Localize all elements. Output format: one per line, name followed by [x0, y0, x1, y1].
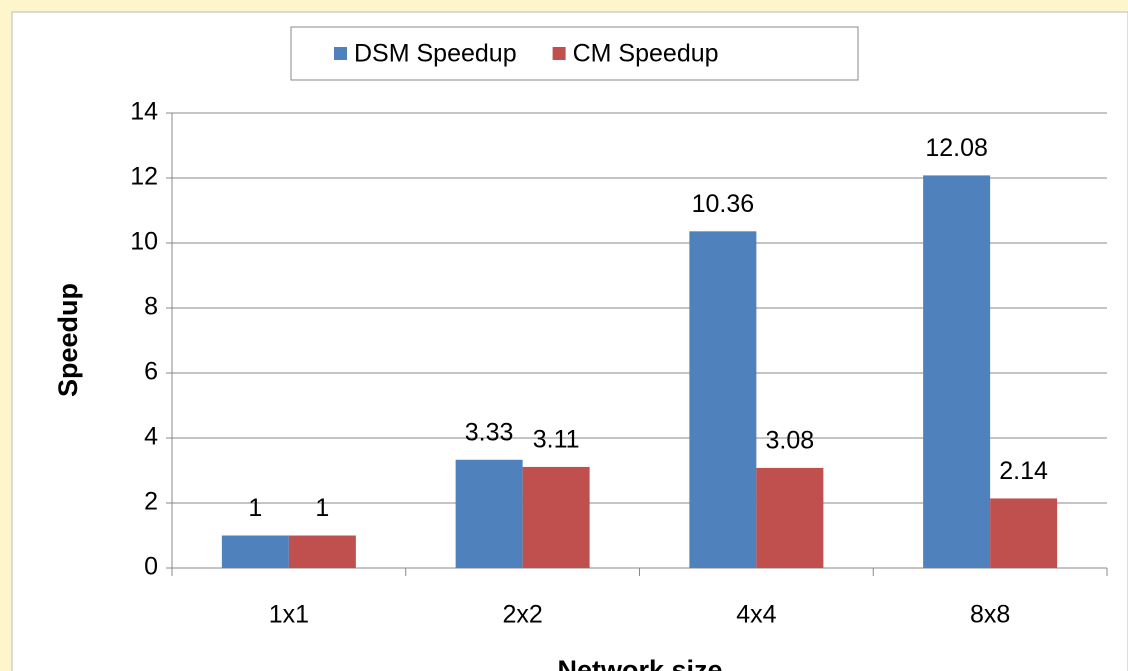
- x-tick-label: 4x4: [736, 601, 776, 629]
- bar: [455, 459, 523, 568]
- x-axis-title: Network size: [557, 655, 722, 671]
- value-label: 10.36: [692, 190, 755, 218]
- x-tick-label: 8x8: [970, 601, 1010, 629]
- legend-label: DSM Speedup: [354, 40, 517, 68]
- legend-swatch: [334, 47, 347, 60]
- x-tick-label: 1x1: [269, 601, 309, 629]
- bar: [990, 498, 1058, 568]
- y-tick-label: 10: [130, 228, 158, 256]
- y-tick-label: 8: [144, 293, 158, 321]
- value-label: 3.33: [465, 418, 514, 446]
- y-tick-label: 4: [144, 423, 158, 451]
- y-tick-label: 0: [144, 553, 158, 581]
- value-label: 3.08: [766, 427, 815, 455]
- value-label: 2.14: [999, 457, 1048, 485]
- bar: [756, 467, 824, 568]
- y-axis-title: Speedup: [53, 283, 83, 397]
- y-tick-label: 2: [144, 488, 158, 516]
- bar: [288, 535, 356, 568]
- value-label: 12.08: [925, 134, 988, 162]
- value-label: 1: [248, 494, 262, 522]
- y-tick-label: 6: [144, 358, 158, 386]
- bar: [689, 231, 757, 569]
- bar: [522, 466, 590, 568]
- bar: [221, 535, 289, 568]
- bar: [923, 175, 991, 568]
- y-tick-label: 12: [130, 163, 158, 191]
- y-tick-label: 14: [130, 98, 158, 126]
- legend-swatch: [552, 47, 566, 60]
- legend-box: [290, 26, 859, 81]
- value-label: 3.11: [533, 426, 580, 454]
- value-label: 1: [315, 494, 329, 522]
- legend-label: CM Speedup: [573, 40, 719, 68]
- x-tick-label: 2x2: [502, 601, 542, 629]
